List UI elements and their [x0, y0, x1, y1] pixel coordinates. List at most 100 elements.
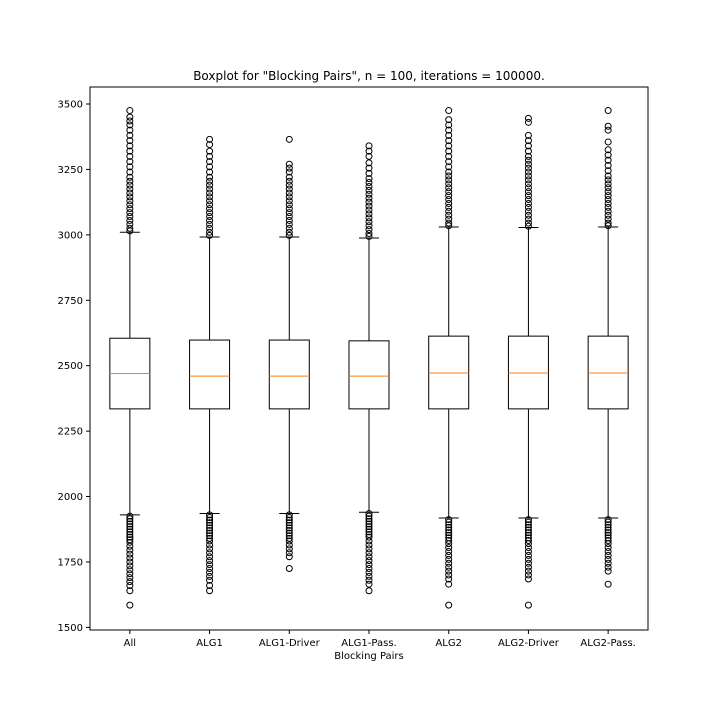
outlier-point: [126, 523, 134, 531]
outlier-point: [285, 521, 293, 529]
box: [189, 339, 231, 410]
outlier-point: [365, 206, 373, 214]
outlier-point: [365, 520, 373, 528]
outlier-point: [206, 193, 214, 201]
outlier-point: [365, 186, 373, 194]
outlier-point: [365, 525, 373, 533]
outlier-point: [604, 184, 612, 192]
x-tick-label: All: [124, 638, 136, 649]
outlier-point: [285, 553, 293, 561]
outlier-point: [524, 207, 532, 215]
outlier-point: [285, 181, 293, 189]
outlier-point: [126, 142, 134, 150]
outlier-point: [126, 530, 134, 538]
outlier-point: [365, 222, 373, 230]
outlier-point: [206, 201, 214, 209]
outlier-point: [365, 194, 373, 202]
outlier-point: [524, 571, 532, 579]
outlier-point: [126, 562, 134, 570]
outlier-point: [445, 547, 453, 555]
outlier-point: [524, 518, 532, 526]
outlier-point: [445, 188, 453, 196]
outlier-point: [365, 565, 373, 573]
outlier-point: [126, 558, 134, 566]
outlier-point: [524, 559, 532, 567]
outlier-point: [604, 188, 612, 196]
outlier-point: [604, 563, 612, 571]
outlier-point: [445, 142, 453, 150]
outlier-point: [365, 545, 373, 553]
outlier-point: [524, 555, 532, 563]
outlier-point: [445, 196, 453, 204]
outlier-point: [524, 160, 532, 168]
outlier-point: [524, 516, 532, 524]
outlier-point: [445, 567, 453, 575]
outlier-point: [365, 541, 373, 549]
outlier-point: [524, 164, 532, 172]
outlier-point: [524, 192, 532, 200]
outlier-point: [365, 159, 373, 167]
outlier-point: [126, 197, 134, 205]
outlier-point: [126, 113, 134, 121]
outlier-point: [206, 216, 214, 224]
outlier-point: [285, 160, 293, 168]
outlier-point: [604, 215, 612, 223]
outlier-point: [365, 202, 373, 210]
outlier-point: [365, 530, 373, 538]
outlier-point: [206, 147, 214, 155]
outlier-point: [445, 555, 453, 563]
outlier-point: [126, 158, 134, 166]
outlier-point: [285, 224, 293, 232]
outlier-point: [206, 529, 214, 537]
outlier-point: [285, 164, 293, 172]
outlier-point: [445, 222, 453, 230]
outlier-point: [445, 131, 453, 139]
outlier-point: [604, 219, 612, 227]
outlier-point: [285, 209, 293, 217]
outlier-point: [365, 142, 373, 150]
outlier-point: [126, 512, 134, 520]
outlier-point: [206, 185, 214, 193]
chart-title: Boxplot for "Blocking Pairs", n = 100, i…: [193, 69, 545, 83]
outlier-point: [126, 209, 134, 217]
axes-frame: [89, 86, 649, 631]
outlier-point: [126, 213, 134, 221]
outlier-point: [445, 163, 453, 171]
outlier-point: [206, 576, 214, 584]
outlier-point: [206, 549, 214, 557]
box-group: [587, 107, 629, 588]
outlier-point: [524, 184, 532, 192]
outlier-point: [285, 541, 293, 549]
outlier-point: [524, 147, 532, 155]
box-group: [268, 135, 310, 573]
outlier-point: [126, 574, 134, 582]
outlier-point: [604, 162, 612, 170]
outlier-point: [126, 528, 134, 536]
y-tick-label: 3250: [58, 165, 83, 176]
outlier-point: [445, 531, 453, 539]
outlier-point: [365, 232, 373, 240]
outlier-point: [126, 536, 134, 544]
outlier-point: [126, 570, 134, 578]
outlier-point: [285, 168, 293, 176]
outlier-point: [604, 531, 612, 539]
y-tick-label: 3000: [58, 230, 83, 241]
outlier-point: [445, 544, 453, 552]
outlier-point: [604, 526, 612, 534]
outlier-point: [126, 131, 134, 139]
outlier-point: [126, 193, 134, 201]
y-tick-label: 2500: [58, 361, 83, 372]
outlier-point: [604, 207, 612, 215]
outlier-point: [445, 199, 453, 207]
outlier-point: [285, 532, 293, 540]
outlier-point: [365, 523, 373, 531]
outlier-point: [206, 561, 214, 569]
box-group: [109, 107, 151, 609]
outlier-point: [604, 555, 612, 563]
outlier-point: [206, 135, 214, 143]
outlier-point: [206, 521, 214, 529]
outlier-point: [126, 205, 134, 213]
outlier-point: [365, 512, 373, 520]
outlier-point: [285, 220, 293, 228]
